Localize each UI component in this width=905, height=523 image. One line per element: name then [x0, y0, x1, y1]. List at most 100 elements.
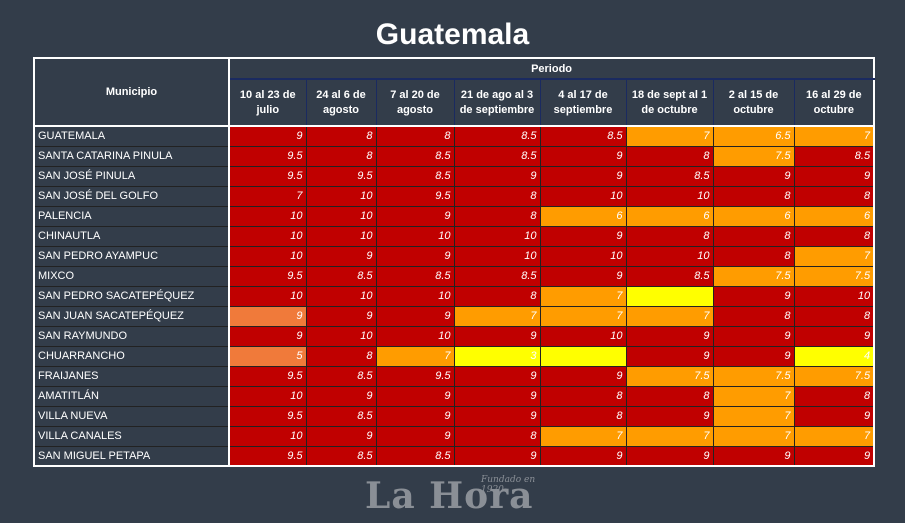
value-cell: 9	[539, 445, 627, 467]
value-cell: 10	[305, 185, 377, 207]
value-cell: 10	[539, 245, 627, 267]
municipio-header: Municipio	[33, 57, 230, 127]
value-cell: 6	[712, 205, 795, 227]
value-cell: 9	[228, 125, 307, 147]
value-cell: 7.5	[712, 365, 795, 387]
value-cell: 8.5	[539, 125, 627, 147]
value-cell: 9.5	[228, 165, 307, 187]
value-cell: 9	[375, 385, 455, 407]
value-cell: 10	[539, 185, 627, 207]
value-cell: 8	[305, 125, 377, 147]
value-cell: 7.5	[712, 265, 795, 287]
value-cell: 8.5	[375, 145, 455, 167]
table-row: VILLA CANALES 10 9 9 8 7 7 7 7	[33, 425, 876, 447]
value-cell: 9	[305, 425, 377, 447]
value-cell: 7	[793, 425, 876, 447]
value-cell: 7	[453, 305, 541, 327]
value-cell: 8	[453, 285, 541, 307]
value-cell: 9	[375, 245, 455, 267]
value-cell: 9	[375, 205, 455, 227]
value-cell: 7	[539, 305, 627, 327]
value-cell: 9	[453, 405, 541, 427]
value-cell: 9	[228, 305, 307, 327]
value-cell: 10	[793, 285, 876, 307]
municipio-name: VILLA NUEVA	[33, 406, 230, 427]
table-row: SAN MIGUEL PETAPA 9.5 8.5 8.5 9 9 9 9 9	[33, 445, 876, 467]
value-cell: 10	[228, 425, 307, 447]
data-table: Municipio Periodo 10 al 23 de julio 24 al…	[33, 57, 876, 467]
table-row: VILLA NUEVA 9.5 8.5 9 9 8 9 7 9	[33, 405, 876, 427]
value-cell: 6	[793, 205, 876, 227]
municipio-name: SAN JOSÉ DEL GOLFO	[33, 186, 230, 207]
value-cell: 9	[305, 305, 377, 327]
period-header: 2 al 15 de octubre	[712, 79, 794, 127]
value-cell: 8	[453, 425, 541, 447]
value-cell: 8	[539, 405, 627, 427]
periodo-header: Periodo	[229, 57, 876, 80]
value-cell: 8	[712, 225, 795, 247]
value-cell: 9	[625, 445, 714, 467]
value-cell: 10	[453, 245, 541, 267]
page-title: Guatemala	[375, 18, 530, 51]
period-header: 18 de sept al 1 de octubre	[625, 79, 713, 127]
value-cell: 9.5	[228, 145, 307, 167]
value-cell: 9	[453, 325, 541, 347]
table-row: CHUARRANCHO 5 8 7 3 9 9 4	[33, 345, 876, 367]
value-cell: 8	[375, 125, 455, 147]
period-header: 10 al 23 de julio	[228, 79, 306, 127]
value-cell: 9	[453, 165, 541, 187]
value-cell: 6.5	[712, 125, 795, 147]
municipio-name: SAN PEDRO SACATEPÉQUEZ	[33, 286, 230, 307]
value-cell: 8.5	[375, 445, 455, 467]
period-header: 24 al 6 de agosto	[305, 79, 376, 127]
value-cell: 9.5	[375, 365, 455, 387]
value-cell: 6	[539, 205, 627, 227]
value-cell: 9	[712, 325, 795, 347]
logo-name: La Hora	[365, 475, 534, 517]
municipio-name: SAN RAYMUNDO	[33, 326, 230, 347]
value-cell: 7.5	[793, 365, 876, 387]
value-cell: 7	[539, 425, 627, 447]
value-cell: 8.5	[375, 265, 455, 287]
value-cell: 10	[228, 285, 307, 307]
value-cell: 8.5	[375, 165, 455, 187]
value-cell: 9	[539, 145, 627, 167]
value-cell: 10	[228, 225, 307, 247]
value-cell: 9	[712, 345, 795, 367]
value-cell: 9	[793, 445, 876, 467]
municipio-name: CHINAUTLA	[33, 226, 230, 247]
value-cell: 8	[625, 145, 714, 167]
municipio-name: FRAIJANES	[33, 366, 230, 387]
value-cell: 7.5	[712, 145, 795, 167]
value-cell: 8	[539, 385, 627, 407]
value-cell: 9	[625, 325, 714, 347]
table-row: SAN JUAN SACATEPÉQUEZ 9 9 9 7 7 7 8 8	[33, 305, 876, 327]
municipio-name: AMATITLÁN	[33, 386, 230, 407]
value-cell: 9	[453, 445, 541, 467]
value-cell: 10	[375, 325, 455, 347]
value-cell: 8.5	[453, 145, 541, 167]
value-cell	[625, 285, 714, 307]
municipio-name: VILLA CANALES	[33, 426, 230, 447]
value-cell: 9.5	[228, 365, 307, 387]
logo-tagline: Fundado en 1920	[481, 475, 536, 495]
table-row: AMATITLÁN 10 9 9 9 8 8 7 8	[33, 385, 876, 407]
value-cell: 8.5	[625, 265, 714, 287]
value-cell: 8.5	[453, 125, 541, 147]
value-cell: 10	[375, 225, 455, 247]
value-cell: 10	[539, 325, 627, 347]
value-cell: 9	[712, 445, 795, 467]
municipio-name: CHUARRANCHO	[33, 346, 230, 367]
municipio-name: MIXCO	[33, 266, 230, 287]
period-header: 4 al 17 de septiembre	[539, 79, 626, 127]
value-cell: 9.5	[228, 445, 307, 467]
value-cell: 9	[539, 265, 627, 287]
value-cell: 8	[453, 205, 541, 227]
municipio-name: SAN PEDRO AYAMPUC	[33, 246, 230, 267]
value-cell: 7	[793, 245, 876, 267]
value-cell: 9.5	[228, 265, 307, 287]
value-cell: 9.5	[228, 405, 307, 427]
value-cell: 8	[793, 185, 876, 207]
value-cell: 9	[375, 425, 455, 447]
table-row: GUATEMALA 9 8 8 8.5 8.5 7 6.5 7	[33, 125, 876, 147]
